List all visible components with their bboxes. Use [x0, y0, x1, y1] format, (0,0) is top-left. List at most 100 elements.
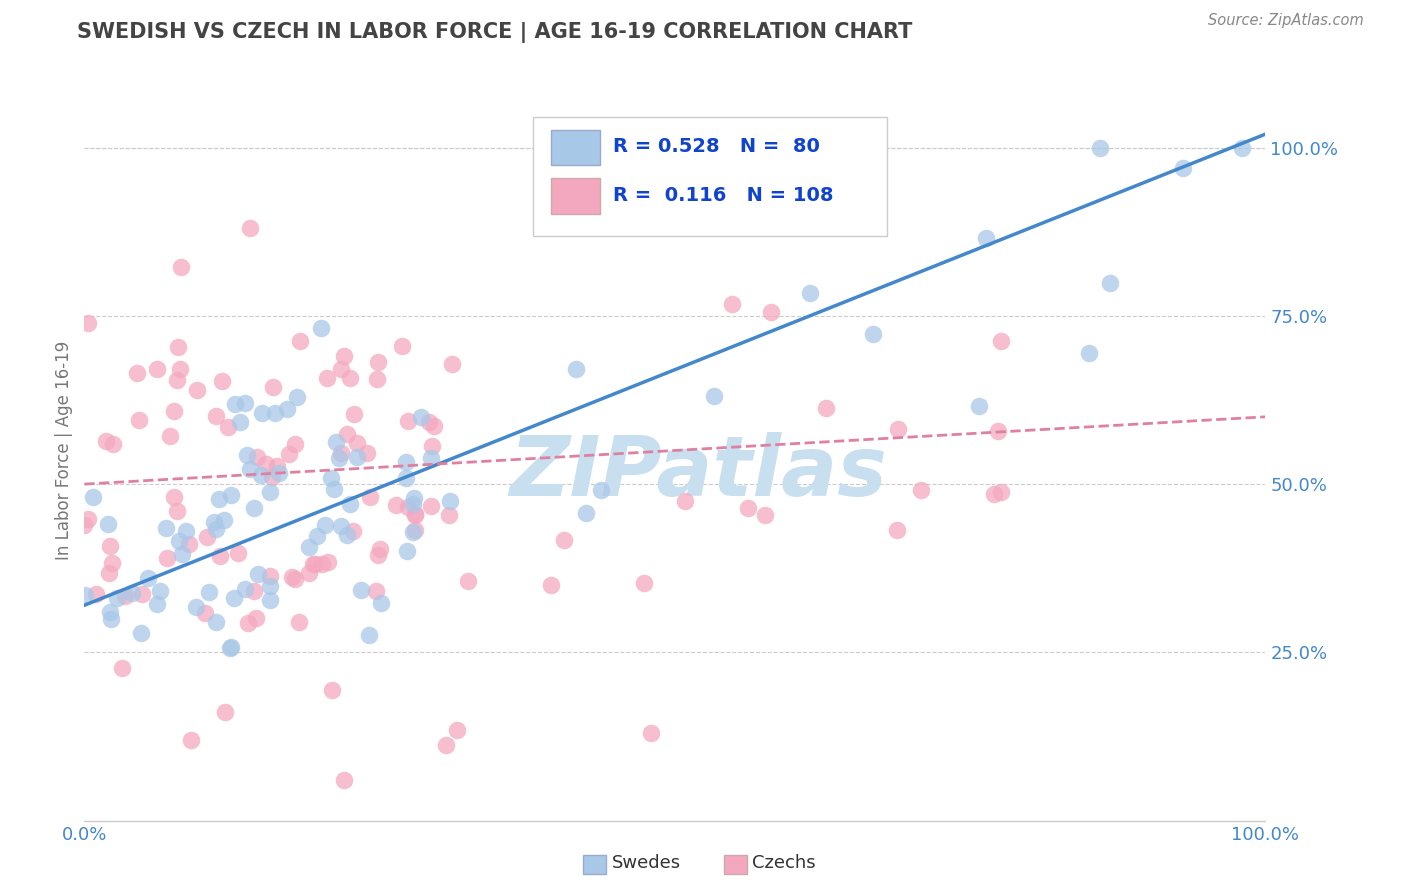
Point [101, 556, 124, 570]
Point [254, 457, 277, 471]
Point [814, 401, 837, 416]
Point [1088, 140, 1111, 154]
Point [280, 570, 302, 584]
Point [233, 582, 256, 596]
Point [169, 362, 191, 376]
Point [259, 592, 281, 607]
Point [565, 362, 588, 376]
Point [434, 738, 457, 752]
Point [325, 434, 347, 449]
Point [243, 583, 266, 598]
Point [737, 501, 759, 516]
Y-axis label: In Labor Force | Age 16-19: In Labor Force | Age 16-19 [55, 341, 73, 560]
Point [346, 450, 368, 465]
Point [1099, 276, 1122, 290]
Point [236, 448, 259, 462]
Point [356, 445, 378, 459]
Point [163, 491, 186, 505]
Text: Swedes: Swedes [612, 855, 681, 872]
Point [194, 606, 217, 620]
Point [219, 640, 242, 654]
Point [129, 625, 152, 640]
Point [98, 540, 121, 554]
Point [125, 366, 148, 380]
Point [575, 506, 598, 520]
Point [97, 516, 120, 531]
Point [799, 285, 821, 300]
Point [640, 726, 662, 740]
Point [395, 471, 418, 485]
Point [277, 447, 299, 461]
Point [319, 470, 342, 484]
Point [385, 498, 408, 512]
Point [333, 349, 356, 363]
Text: Source: ZipAtlas.com: Source: ZipAtlas.com [1208, 13, 1364, 29]
Point [359, 490, 381, 504]
Point [457, 574, 479, 588]
Point [73, 518, 96, 533]
Point [233, 395, 256, 409]
Point [264, 406, 287, 420]
Point [247, 567, 270, 582]
Point [114, 590, 136, 604]
Point [176, 524, 198, 538]
Point [367, 548, 389, 562]
Point [439, 494, 461, 508]
Text: R = 0.528   N =  80: R = 0.528 N = 80 [613, 137, 820, 156]
Point [589, 483, 612, 497]
Point [228, 415, 250, 429]
Point [420, 439, 443, 453]
Point [146, 597, 169, 611]
Point [404, 491, 426, 505]
Point [359, 628, 381, 642]
Point [202, 515, 225, 529]
Point [242, 500, 264, 515]
Point [754, 508, 776, 523]
Point [311, 321, 333, 335]
Point [315, 370, 337, 384]
Point [302, 557, 325, 571]
Point [339, 370, 361, 384]
Point [267, 466, 290, 480]
Point [329, 519, 352, 533]
Point [304, 557, 326, 571]
Point [262, 380, 284, 394]
Point [98, 605, 121, 619]
Point [96, 434, 118, 448]
Point [290, 334, 312, 349]
Text: Czechs: Czechs [752, 855, 815, 872]
Point [149, 583, 172, 598]
Point [990, 334, 1012, 349]
Point [366, 355, 388, 369]
Text: SWEDISH VS CZECH IN LABOR FORCE | AGE 16-19 CORRELATION CHART: SWEDISH VS CZECH IN LABOR FORCE | AGE 16… [77, 22, 912, 44]
Point [346, 436, 368, 450]
Point [1230, 140, 1253, 154]
FancyBboxPatch shape [551, 178, 600, 213]
Point [217, 420, 239, 434]
Point [184, 599, 207, 614]
Point [553, 533, 575, 547]
Point [208, 549, 231, 563]
Point [276, 402, 298, 417]
Point [97, 566, 120, 580]
Point [404, 507, 426, 521]
Text: ZIPatlas: ZIPatlas [509, 432, 887, 513]
Point [910, 483, 932, 497]
Point [156, 551, 179, 566]
Point [73, 587, 96, 601]
Point [316, 555, 339, 569]
Point [321, 683, 343, 698]
Point [1171, 161, 1194, 175]
Point [401, 524, 423, 539]
Point [342, 524, 364, 539]
Point [259, 569, 281, 583]
Point [86, 587, 108, 601]
Point [311, 557, 333, 571]
Point [990, 485, 1012, 500]
Point [673, 493, 696, 508]
Point [218, 640, 240, 655]
Point [328, 450, 350, 465]
Point [121, 585, 143, 599]
Point [370, 596, 392, 610]
Point [285, 390, 308, 404]
